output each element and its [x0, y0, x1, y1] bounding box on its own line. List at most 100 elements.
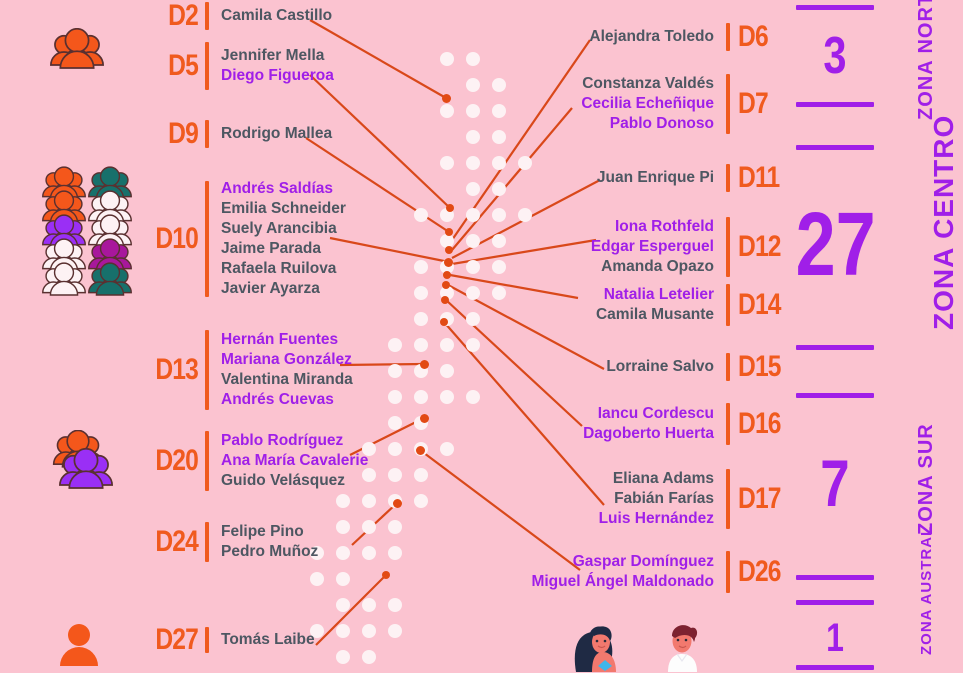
district-code: D26: [738, 555, 781, 588]
district-code: D7: [738, 87, 769, 120]
district-block: D2 Camila Castillo: [138, 1, 332, 31]
district-code: D6: [738, 20, 769, 53]
district-code: D11: [738, 161, 780, 194]
candidate-name: Alejandra Toledo: [589, 28, 714, 45]
candidate-name: Pedro Muñoz: [221, 543, 319, 560]
district-block: Gaspar Domínguez Miguel Ángel Maldonado D2…: [531, 551, 800, 593]
district-code: D14: [738, 288, 781, 321]
map-dot: [466, 104, 480, 118]
district-hub-dot: [446, 204, 454, 212]
candidate-name-list: Lorraine Salvo: [606, 357, 714, 377]
district-hub-dot: [442, 281, 450, 289]
candidate-name: Pablo Rodríguez: [221, 432, 344, 449]
candidate-name-list: Hernán Fuentes Mariana González Valentina …: [221, 330, 353, 410]
district-divider: [726, 551, 730, 593]
candidate-name: Diego Figueroa: [221, 67, 334, 84]
map-dot: [310, 572, 324, 586]
candidate-name: Guido Velásquez: [221, 472, 346, 489]
district-hub-dot: [441, 93, 451, 103]
candidate-name: Camila Musante: [595, 306, 714, 323]
map-dot: [440, 338, 454, 352]
district-divider: [726, 403, 730, 445]
zone-divider-line: [796, 665, 874, 670]
district-hub-dot: [441, 296, 449, 304]
candidate-name-list: Iancu Cordescu Dagoberto Huerta: [583, 404, 714, 444]
district-divider: [726, 284, 730, 326]
map-dot: [440, 234, 454, 248]
candidate-name-list: Jennifer Mella Diego Figueroa: [221, 46, 334, 86]
zone-divider-line: [796, 5, 874, 10]
district-block: D9 Rodrigo Mallea: [138, 119, 333, 149]
district-code: D5: [168, 49, 199, 82]
district-divider: [726, 74, 730, 134]
zone-divider-line: [796, 575, 874, 580]
map-dot: [388, 364, 402, 378]
map-dot: [388, 416, 402, 430]
map-dot: [492, 208, 506, 222]
candidate-name: Andrés Saldías: [221, 180, 333, 197]
district-divider: [205, 330, 209, 410]
candidate-name: Natalia Letelier: [603, 286, 714, 303]
candidate-name: Jennifer Mella: [221, 47, 325, 64]
map-dot: [414, 208, 428, 222]
district-block: Iona Rothfeld Edgar Esperguel Amanda Opazo…: [591, 217, 800, 277]
candidate-name: Iancu Cordescu: [597, 405, 714, 422]
district-block: Iancu Cordescu Dagoberto Huerta D16: [583, 403, 800, 445]
map-dot: [388, 520, 402, 534]
candidate-name: Camila Castillo: [221, 7, 333, 24]
candidate-name-list: Camila Castillo: [221, 6, 332, 26]
district-divider: [726, 469, 730, 529]
map-dot: [362, 494, 376, 508]
district-hub-dot: [440, 318, 448, 326]
map-dot: [440, 52, 454, 66]
map-dot: [466, 312, 480, 326]
candidate-name: Rodrigo Mallea: [221, 125, 333, 142]
district-code: D9: [168, 117, 199, 150]
district-code: D13: [155, 353, 198, 386]
map-dot: [440, 364, 454, 378]
candidate-name: Fabián Farías: [614, 490, 714, 507]
map-dot: [466, 156, 480, 170]
zone-divider-line: [796, 102, 874, 107]
district-block: Natalia Letelier Camila Musante D14: [595, 284, 800, 326]
map-dot: [362, 650, 376, 664]
district-divider: [205, 42, 209, 90]
candidate-name: Suely Arancibia: [221, 220, 337, 237]
map-dot: [362, 624, 376, 638]
zone-divider-line: [796, 345, 874, 350]
district-block: D20 Pablo Rodríguez Ana María Cavalerie Gui…: [138, 431, 368, 491]
district-divider: [205, 431, 209, 491]
map-dot: [492, 286, 506, 300]
map-dot: [492, 182, 506, 196]
district-code: D20: [155, 444, 198, 477]
map-dot: [388, 338, 402, 352]
district-hub-dot: [443, 271, 451, 279]
district-block: Alejandra Toledo D6: [589, 22, 800, 52]
map-dot: [440, 390, 454, 404]
map-dot: [388, 624, 402, 638]
map-dot: [492, 260, 506, 274]
candidate-name-list: Andrés Saldías Emilia Schneider Suely Aran…: [221, 179, 346, 299]
district-divider: [726, 23, 730, 51]
map-dot: [414, 286, 428, 300]
people-group-icon-top: [38, 27, 116, 89]
district-hub-dot: [415, 445, 425, 455]
candidate-name: Lorraine Salvo: [606, 358, 714, 375]
candidate-name-list: Pablo Rodríguez Ana María Cavalerie Guido …: [221, 431, 368, 491]
district-hub-dot: [419, 413, 429, 423]
map-dot: [414, 338, 428, 352]
candidate-name: Cecilia Echeñique: [581, 95, 714, 112]
map-dot: [466, 182, 480, 196]
zone-count: 1: [826, 616, 844, 660]
district-block: Juan Enrique Pi D11: [597, 163, 800, 193]
candidate-name: Felipe Pino: [221, 523, 304, 540]
zone-label: ZONA AUSTRAL: [918, 525, 935, 655]
map-dot: [466, 208, 480, 222]
district-divider: [726, 353, 730, 381]
district-code: D24: [155, 525, 198, 558]
district-block: D10 Andrés Saldías Emilia Schneider Suely A…: [138, 179, 346, 299]
candidate-name-list: Constanza Valdés Cecilia Echeñique Pablo D…: [581, 74, 714, 134]
district-divider: [205, 120, 209, 148]
district-code: D2: [168, 0, 199, 32]
district-block: D13 Hernán Fuentes Mariana González Valenti…: [138, 330, 353, 410]
